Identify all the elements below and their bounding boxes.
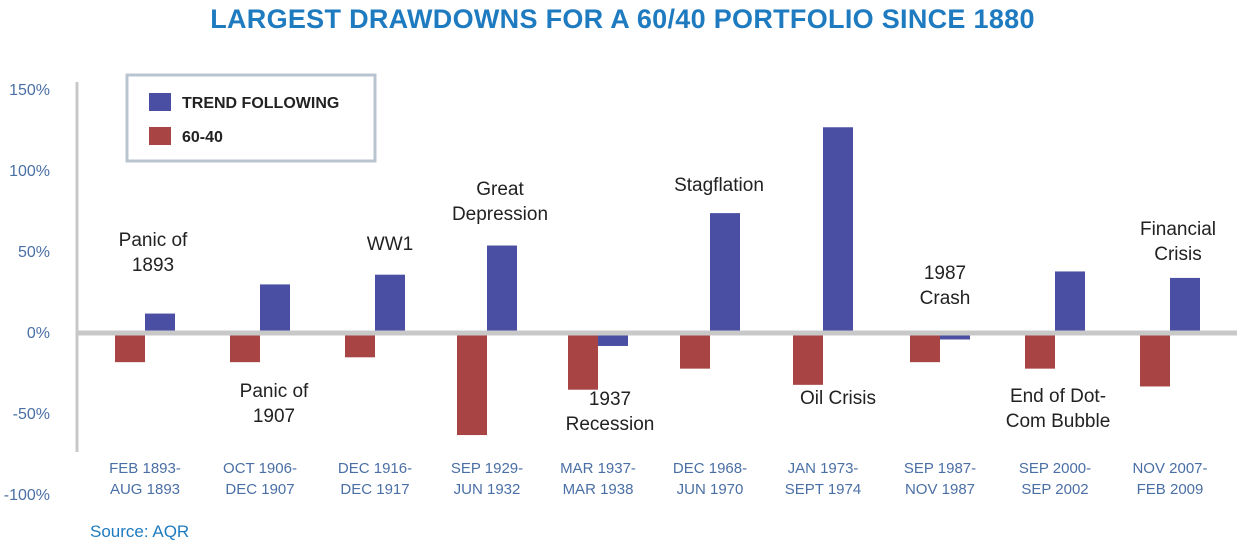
x-tick-label: DEC 1916-DEC 1917: [338, 460, 412, 498]
bar-layer: [77, 127, 1237, 436]
legend: TREND FOLLOWING 60-40: [125, 73, 377, 163]
event-label: Great Depression: [452, 179, 548, 225]
event-label: WW1: [367, 234, 413, 255]
bar-60-40: [230, 333, 260, 363]
event-label: Panic of 1893: [119, 230, 188, 276]
bar-trend-following: [1055, 271, 1085, 333]
bar-60-40: [568, 333, 598, 390]
event-label: Financial Crisis: [1140, 219, 1216, 265]
bar-trend-following: [823, 127, 853, 333]
x-tick-label: SEP 2000-SEP 2002: [1019, 460, 1091, 498]
bar-trend-following: [940, 333, 970, 340]
bar-60-40: [345, 333, 375, 358]
bar-trend-following: [145, 313, 175, 333]
annotation-layer: Panic of 1893 Panic of 1907 WW1 Great Depressi…: [119, 175, 1216, 435]
event-label: End of Dot-Com Bubble: [1006, 386, 1111, 432]
x-tick-label: MAR 1937-MAR 1938: [560, 460, 636, 498]
x-tick-label: SEP 1929-JUN 1932: [451, 460, 523, 498]
x-tick-label: OCT 1906-DEC 1907: [223, 460, 297, 498]
bar-60-40: [1025, 333, 1055, 369]
bar-trend-following: [487, 245, 517, 333]
bar-60-40: [115, 333, 145, 363]
legend-swatch-trend-following: [149, 93, 171, 111]
event-label: Panic of 1907: [240, 381, 309, 427]
event-label: 1987 Crash: [920, 263, 971, 309]
x-tick-label: FEB 1893-AUG 1893: [109, 460, 181, 498]
x-tick-label: JAN 1973-SEPT 1974: [785, 460, 861, 498]
bar-60-40: [1140, 333, 1170, 387]
bar-trend-following: [375, 274, 405, 333]
axis-layer: 150% 100% 50% 0% -50% -100% FEB 1893-AUG 1893 O…: [4, 82, 1208, 504]
bar-60-40: [457, 333, 487, 436]
legend-swatch-60-40: [149, 127, 171, 145]
y-tick-label: 50%: [18, 244, 50, 261]
event-label: 1937 Recession: [566, 389, 655, 435]
bar-trend-following: [598, 333, 628, 346]
y-tick-label: 0%: [27, 325, 50, 342]
legend-label-trend-following: TREND FOLLOWING: [182, 95, 339, 112]
y-tick-label: -100%: [4, 487, 50, 504]
y-tick-label: 100%: [9, 163, 50, 180]
bar-60-40: [910, 333, 940, 363]
bar-trend-following: [1170, 277, 1200, 333]
bar-trend-following: [260, 284, 290, 333]
bar-60-40: [680, 333, 710, 369]
bar-trend-following: [710, 213, 740, 333]
source-note: Source: AQR: [90, 522, 190, 541]
x-tick-label: DEC 1968-JUN 1970: [673, 460, 747, 498]
event-label: Stagflation: [674, 175, 764, 196]
event-label: Oil Crisis: [800, 388, 876, 409]
y-tick-label: 150%: [9, 82, 50, 99]
legend-label-60-40: 60-40: [182, 129, 223, 146]
x-tick-label: SEP 1987-NOV 1987: [904, 460, 976, 498]
y-tick-label: -50%: [13, 406, 50, 423]
bar-60-40: [793, 333, 823, 385]
chart-title: LARGEST DRAWDOWNS FOR A 60/40 PORTFOLIO …: [210, 4, 1035, 34]
x-tick-label: NOV 2007-FEB 2009: [1132, 460, 1207, 498]
legend-box: [125, 73, 377, 163]
